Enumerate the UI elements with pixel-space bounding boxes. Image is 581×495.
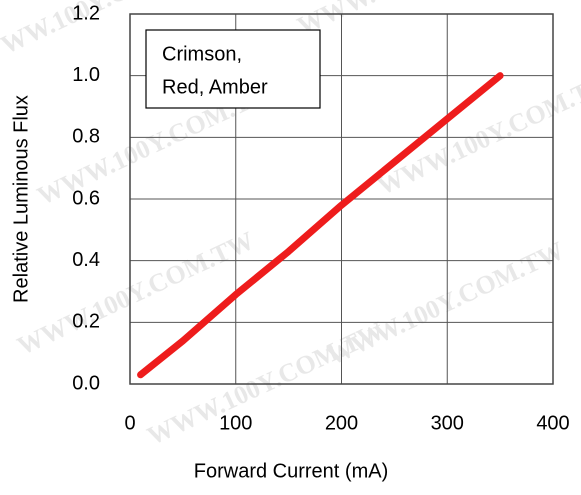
watermark: WWW.100Y.COM.TW xyxy=(13,226,259,361)
y-tick-label: 1.2 xyxy=(72,2,100,24)
watermark: WWW.100Y.COM.TW xyxy=(293,0,539,41)
x-tick-label: 300 xyxy=(431,412,464,434)
y-tick-label: 1.0 xyxy=(72,64,100,86)
x-tick-label: 200 xyxy=(325,412,358,434)
x-tick-label: 0 xyxy=(124,412,135,434)
annotation-line: Red, Amber xyxy=(162,76,268,98)
y-tick-label: 0.0 xyxy=(72,372,100,394)
watermark: WWW.100Y.COM.TW xyxy=(373,66,581,201)
plot-frame xyxy=(129,13,554,385)
y-axis-label: Relative Luminous Flux xyxy=(10,95,32,303)
x-axis-label: Forward Current (mA) xyxy=(194,460,388,482)
y-tick-label: 0.2 xyxy=(72,311,100,333)
y-tick-label: 0.4 xyxy=(72,249,100,271)
annotation-line: Crimson, xyxy=(162,43,242,65)
x-tick-label: 100 xyxy=(219,412,252,434)
annotation-box xyxy=(145,29,321,109)
y-tick-label: 0.6 xyxy=(72,187,100,209)
y-tick-label: 0.8 xyxy=(72,126,100,148)
data-line xyxy=(137,72,504,379)
x-tick-label: 400 xyxy=(536,412,569,434)
